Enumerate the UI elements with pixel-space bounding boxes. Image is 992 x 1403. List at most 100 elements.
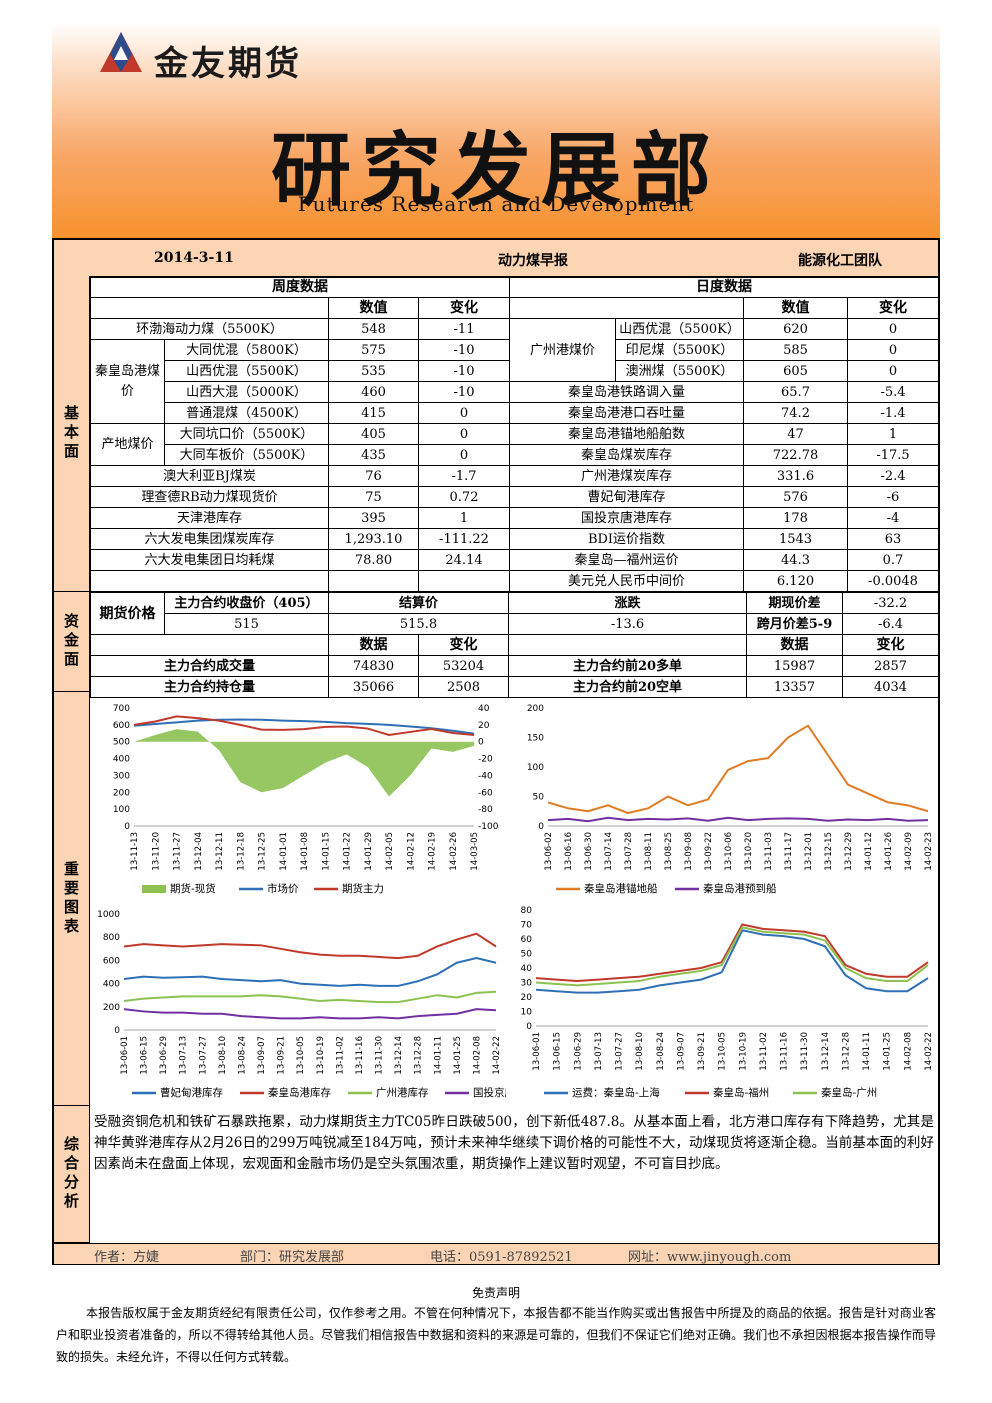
basis-value: -32.2 <box>842 592 939 614</box>
legend-label: 秦皇岛-广州 <box>821 1086 877 1099</box>
series-line-秦皇岛港预到船 <box>547 816 929 823</box>
row-change: -6 <box>847 486 939 508</box>
x-tick-label: 13-11-16 <box>355 1036 365 1075</box>
y-tick-label: 50 <box>533 793 545 803</box>
table-row: 秦皇岛港煤价 大同优混（5800K） 575 -10 <box>90 339 510 424</box>
short-value: 13357 <box>746 676 843 698</box>
col-data-2: 数据 <box>746 634 843 656</box>
section-basic: 基本面 <box>54 276 90 592</box>
x-tick-label: 14-02-12 <box>406 832 416 871</box>
y-tick-label: 600 <box>113 721 130 731</box>
row-value: 722.78 <box>743 444 848 466</box>
row-value: 74.2 <box>743 402 848 424</box>
y-tick-label: 300 <box>113 771 130 781</box>
row-change: -1.4 <box>847 402 939 424</box>
group-origin: 产地煤价 <box>90 423 165 466</box>
row-value: 44.3 <box>743 549 848 571</box>
table-row: 秦皇岛煤炭库存 722.78 -17.5 <box>509 444 939 466</box>
x-tick-label: 13-07-27 <box>198 1036 208 1075</box>
x-tick-label: 13-12-04 <box>194 832 204 871</box>
short-label: 主力合约前20空单 <box>508 676 747 698</box>
y-tick-label: 70 <box>521 921 533 931</box>
report-date: 2014-3-11 <box>154 250 234 266</box>
x-tick-label: 13-07-28 <box>624 832 634 871</box>
x-tick-label: 13-09-08 <box>684 832 694 871</box>
row-change: 0.72 <box>418 486 510 508</box>
table-row: 六大发电集团日均耗煤 78.80 24.14 <box>90 549 510 571</box>
x-tick-label: 13-07-14 <box>604 832 614 871</box>
row-label: 秦皇岛港锚地船舶数 <box>509 423 744 445</box>
main-close-label: 主力合约收盘价（405） <box>164 592 329 614</box>
change-value: -13.6 <box>508 613 747 635</box>
row-value: 535 <box>328 360 419 382</box>
col-change-2: 变化 <box>842 634 939 656</box>
x-tick-label: 14-02-23 <box>924 832 934 871</box>
row-change: -5.4 <box>847 381 939 403</box>
x-tick-label: 13-12-25 <box>258 832 268 871</box>
x-tick-label: 14-02-08 <box>472 1036 482 1075</box>
y-tick-label: 1000 <box>97 910 120 920</box>
department-subtitle: Futures Research and Development <box>297 192 695 216</box>
x-tick-label: 13-06-01 <box>532 1032 542 1071</box>
row-label: 大同优混（5800K） <box>164 339 329 361</box>
table-row: 大同车板价（5500K） 435 0 <box>91 444 510 466</box>
header-banner: 金友期货 研究发展部 Futures Research and Developm… <box>52 22 940 238</box>
y-tick-label: 200 <box>527 704 544 714</box>
futures-price-label: 期货价格 <box>90 592 165 635</box>
capital-table: 期货价格 主力合约收盘价（405） 结算价 涨跌 期现价差 -32.2 515 … <box>90 592 939 635</box>
x-tick-label: 14-01-26 <box>884 832 894 871</box>
x-tick-label: 13-11-02 <box>759 1032 769 1071</box>
group-qhd: 秦皇岛港煤价 <box>90 339 165 424</box>
y-tick-label-right: -20 <box>478 755 493 765</box>
disclaimer-body: 本报告版权属于金友期货经纪有限责任公司，仅作参考之用。不管在何种情况下，本报告都… <box>56 1306 936 1364</box>
footer-author: 作者：方婕 <box>94 1250 160 1265</box>
x-tick-label: 13-11-17 <box>784 832 794 871</box>
legend-label: 市场价 <box>267 882 299 895</box>
footer-web[interactable]: 网址：www.jinyough.com <box>628 1250 792 1265</box>
x-tick-label: 13-12-29 <box>844 832 854 871</box>
y-tick-label: 30 <box>521 979 533 989</box>
section-capital: 资金面 <box>54 592 90 692</box>
series-line-秦皇岛-福州 <box>535 923 929 983</box>
y-tick-label-right: -80 <box>478 805 493 815</box>
series-line-曹妃甸港库存 <box>123 957 497 987</box>
row-value: 78.80 <box>328 549 419 571</box>
disclaimer-title: 免责声明 <box>471 1286 520 1300</box>
row-label: 大同车板价（5500K） <box>164 444 329 466</box>
row-change: 0 <box>418 402 510 424</box>
y-tick-label: 600 <box>103 956 120 966</box>
row-change: 63 <box>847 528 939 550</box>
x-tick-label: 13-09-22 <box>704 832 714 871</box>
row-label: 大同坑口价（5500K） <box>164 423 329 445</box>
x-tick-label: 13-08-24 <box>237 1036 247 1075</box>
footer-dept: 部门：研究发展部 <box>240 1250 345 1265</box>
row-label: 六大发电集团煤炭库存 <box>90 528 329 550</box>
chart-port-stock: 0 200 400 600 800 1000 13-06-01 13-06-15 13-06-2… <box>90 902 547 1104</box>
row-label: 秦皇岛港港口吞吐量 <box>509 402 744 424</box>
row-value: 460 <box>328 381 419 403</box>
row-label: 印尼煤（5500K） <box>615 339 744 361</box>
x-tick-label: 13-10-19 <box>738 1032 748 1071</box>
x-tick-label: 14-01-12 <box>864 832 874 871</box>
volume-value: 74830 <box>328 655 419 677</box>
row-change: 0 <box>847 339 939 361</box>
x-tick-label: 13-11-03 <box>764 832 774 871</box>
row-value: 620 <box>743 318 848 340</box>
row-value: 1543 <box>743 528 848 550</box>
daily-title: 日度数据 <box>509 276 939 298</box>
row-label: 理查德RB动力煤现货价 <box>90 486 329 508</box>
x-tick-label: 13-12-01 <box>804 832 814 871</box>
x-tick-label: 14-01-11 <box>862 1032 872 1071</box>
y-tick-label-right: 0 <box>478 738 484 748</box>
analysis-text: 受融资铜危机和铁矿石暴跌拖累，动力煤期货主力TC05昨日跌破500，创下新低48… <box>94 1114 934 1172</box>
row-label: 普通混煤（4500K） <box>164 402 329 424</box>
table-row: 主力合约成交量 74830 53204 主力合约前20多单 15987 2857 <box>90 655 939 677</box>
series-line-广州港库存 <box>123 990 497 1004</box>
row-value: 47 <box>743 423 848 445</box>
x-tick-label: 13-09-21 <box>277 1036 287 1075</box>
table-row: 产地煤价 大同坑口价（5500K） 405 0 <box>90 423 510 466</box>
table-row: 广州港煤炭库存 331.6 -2.4 <box>509 465 939 487</box>
series-line-运费：秦皇岛-上海 <box>535 929 929 994</box>
x-tick-label: 13-09-21 <box>697 1032 707 1071</box>
x-tick-label: 14-01-11 <box>433 1036 443 1075</box>
